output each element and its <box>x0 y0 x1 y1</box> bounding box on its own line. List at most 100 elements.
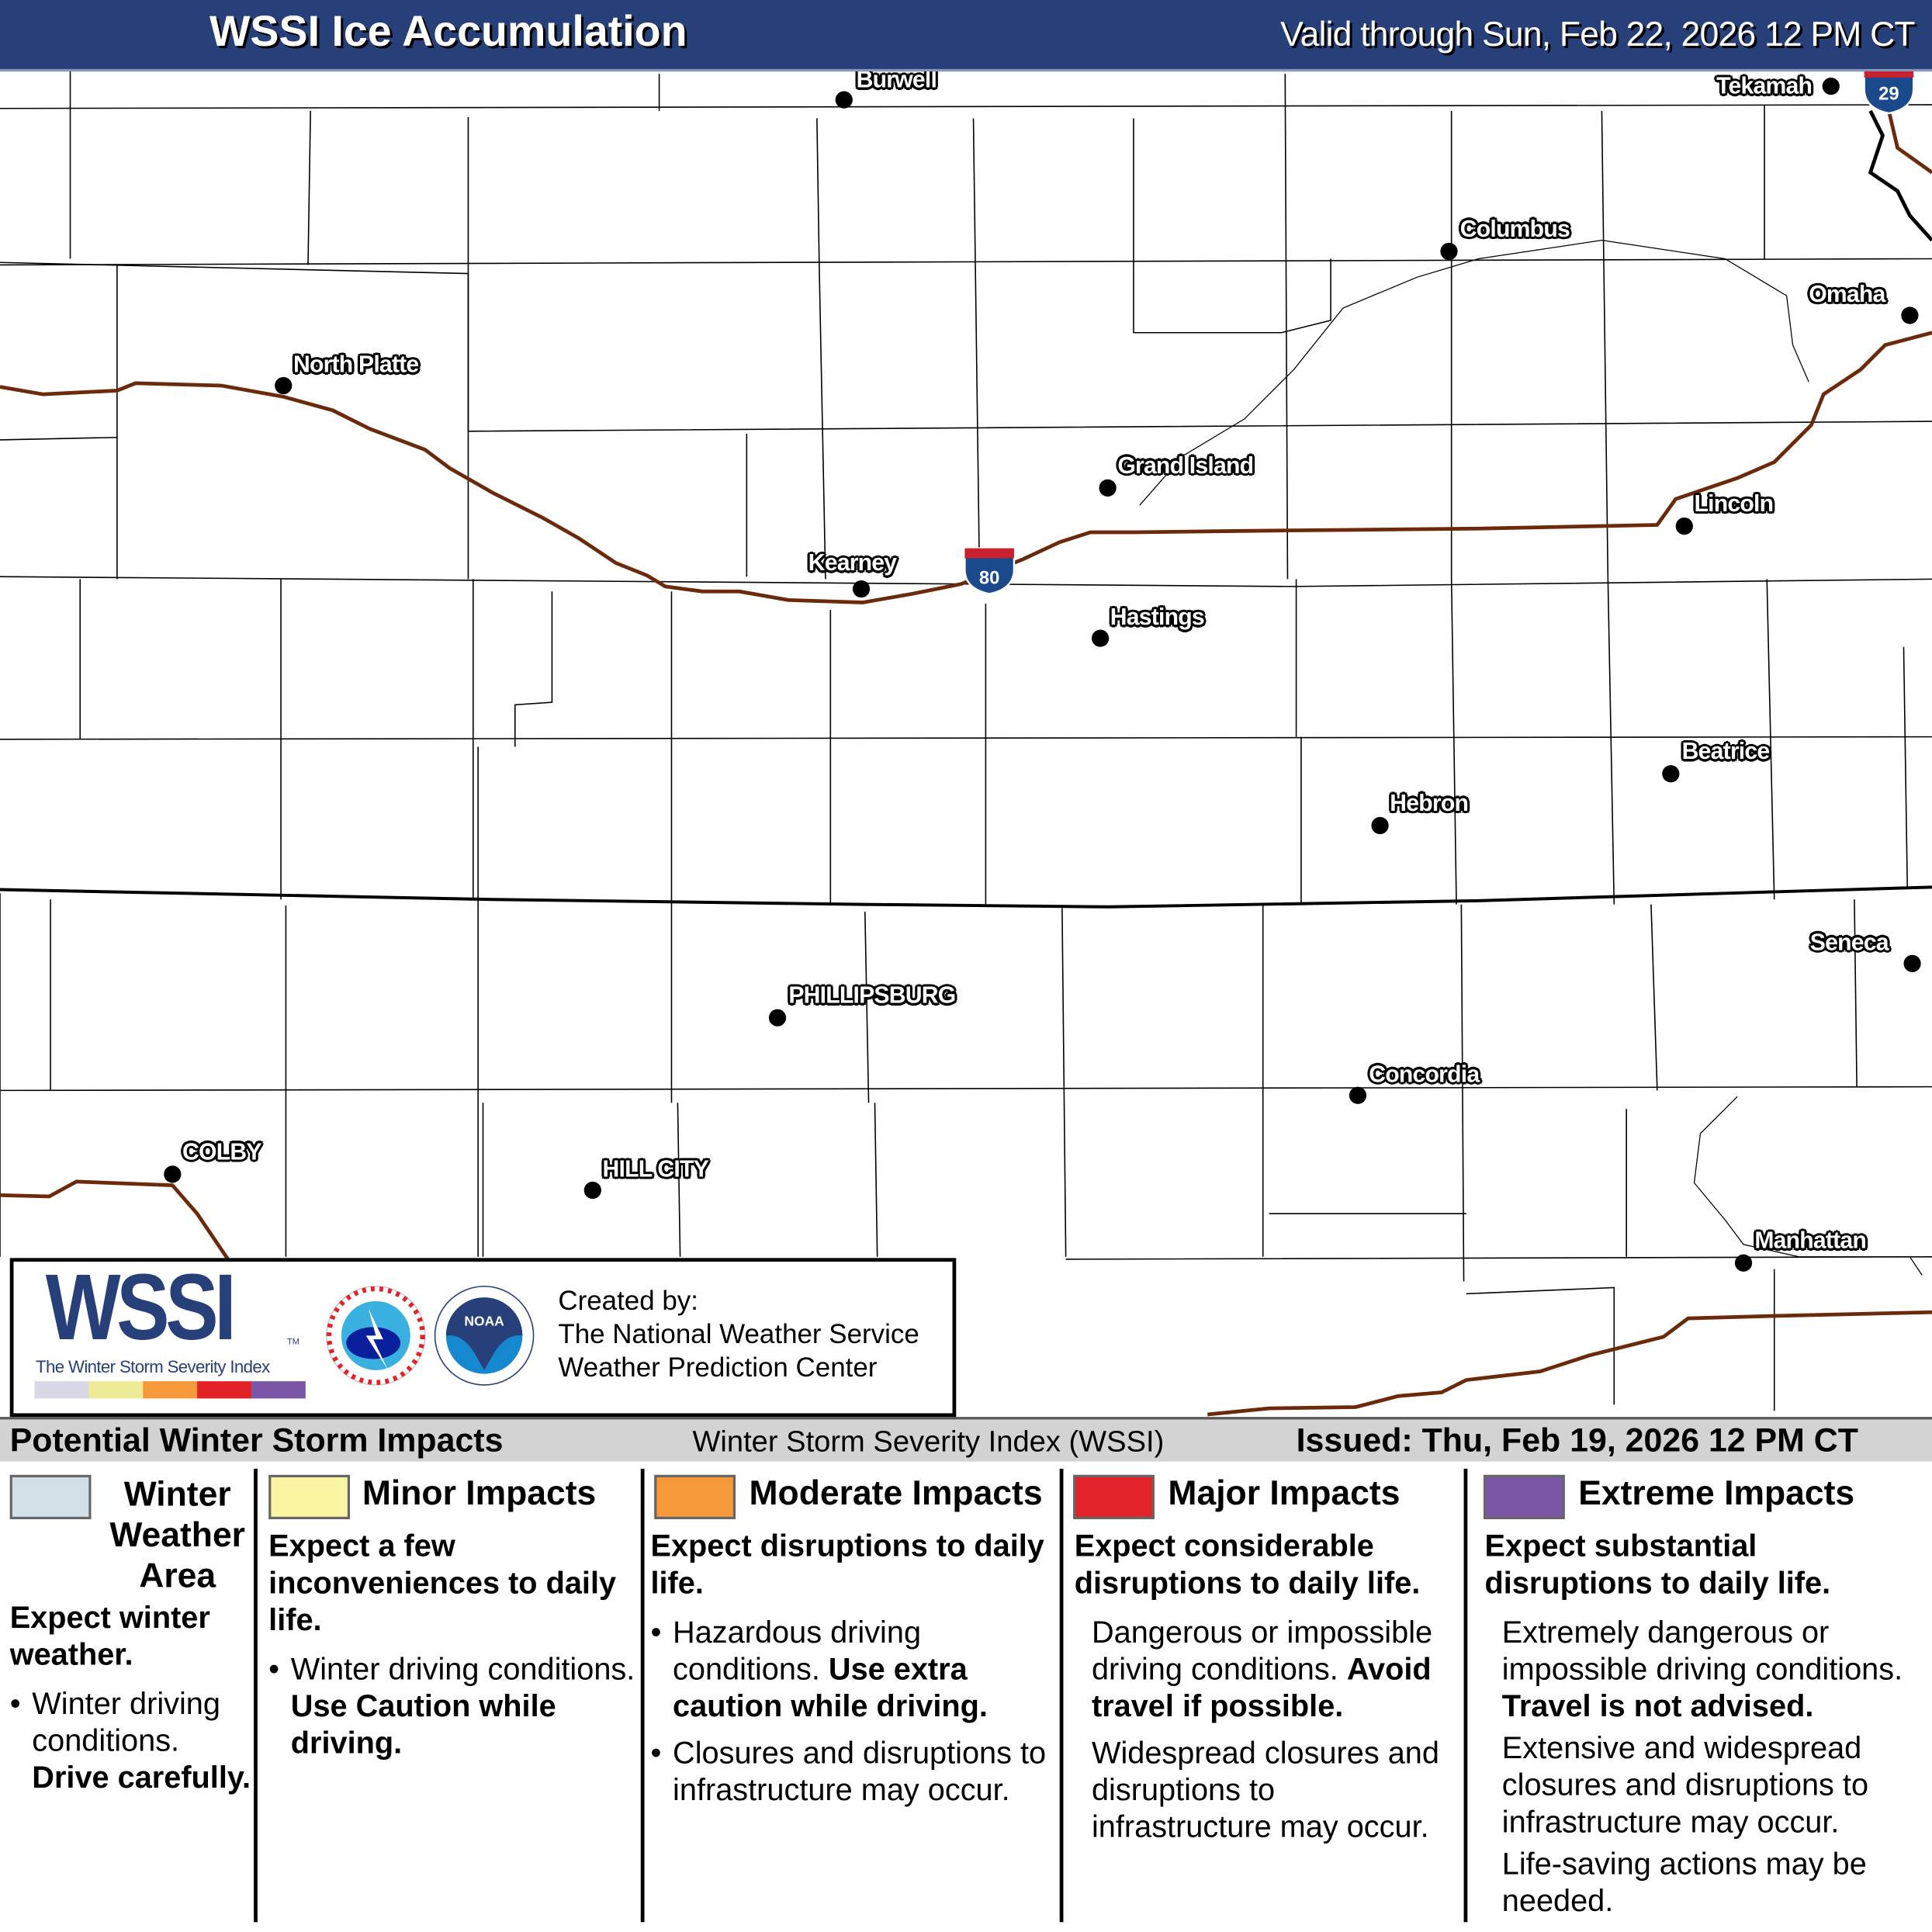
category-detail: Extensive and widespread closures and di… <box>1501 1731 1869 1840</box>
bullet-item: • Winter driving conditions. Use Caution … <box>268 1651 638 1762</box>
category-label: Extreme Impacts <box>1578 1473 1855 1512</box>
bullet: • <box>9 1686 21 1722</box>
swatch-minor-impacts <box>268 1474 350 1520</box>
city-marker <box>1903 954 1921 972</box>
page-title: WSSI Ice Accumulation <box>209 7 687 56</box>
county-boundaries <box>0 70 1932 1411</box>
category-body: Expect substantial disruptions to daily … <box>1485 1528 1927 1930</box>
city-marker <box>164 1165 182 1183</box>
city-label: HILL CITY <box>602 1157 709 1183</box>
river <box>1693 1096 1923 1276</box>
county-line <box>1284 74 1302 905</box>
category-detail-bold: Avoid travel if possible. <box>1091 1652 1432 1724</box>
bullet-item: • Hazardous driving conditions. Use extra… <box>650 1614 1054 1725</box>
city-label: Columbus <box>1459 216 1570 243</box>
swatch-major-impacts <box>1073 1474 1155 1520</box>
city-label: Hastings <box>1110 604 1205 632</box>
category-detail: Dangerous or impossible driving conditio… <box>1091 1615 1433 1687</box>
city-label: COLBY <box>182 1139 261 1166</box>
city-marker <box>1091 629 1110 647</box>
category-summary: Expect disruptions to daily life. <box>650 1529 1044 1601</box>
city-label: Lincoln <box>1694 491 1774 518</box>
category-summary: Expect substantial disruptions to daily … <box>1484 1529 1831 1601</box>
credits-line: Created by: <box>558 1285 698 1316</box>
city-marker <box>1099 479 1117 497</box>
interstate-29-shield: 29 <box>1863 67 1915 115</box>
category-detail: Winter driving conditions. <box>290 1652 635 1687</box>
county-line <box>1065 1213 1932 1405</box>
credits-box: WSSI TM The Winter Storm Severity Index … <box>9 1258 957 1418</box>
scale-swatch <box>143 1381 198 1399</box>
city-marker <box>275 376 293 395</box>
category-detail-bold: Drive carefully. <box>32 1761 251 1795</box>
city-label: Seneca <box>1809 930 1889 957</box>
category-body: Expect a few inconveniences to daily lif… <box>268 1528 638 1771</box>
city-label: Tekamah <box>1716 74 1813 100</box>
scale-swatch <box>197 1381 251 1399</box>
city-label: Kearney <box>808 550 897 577</box>
credits-line: Weather Prediction Center <box>558 1352 878 1383</box>
divider <box>640 1468 645 1923</box>
city-marker <box>1440 242 1458 261</box>
county-line <box>0 258 1932 266</box>
city-marker <box>1371 816 1389 835</box>
city-marker <box>1734 1254 1753 1272</box>
county-line <box>972 118 987 905</box>
trademark: TM <box>287 1338 300 1347</box>
issued-time: Issued: Thu, Feb 19, 2026 12 PM CT <box>1296 1421 1858 1459</box>
county-line <box>0 261 1932 432</box>
city-marker <box>852 580 871 598</box>
legend-index-name: Winter Storm Severity Index (WSSI) <box>692 1425 1165 1459</box>
category-detail: Life-saving actions may be needed. <box>1501 1847 1867 1919</box>
county-line <box>670 591 832 1103</box>
scale-swatch <box>251 1381 306 1399</box>
swatch-extreme-impacts <box>1483 1474 1565 1520</box>
county-line <box>1133 118 1331 334</box>
interstate-number: 80 <box>979 568 1000 589</box>
county-line <box>1601 110 1658 1091</box>
header-bar: WSSI Ice Accumulation Valid through Sun,… <box>0 0 1932 72</box>
county-line <box>1626 1109 1775 1411</box>
wssi-color-scale <box>34 1381 306 1399</box>
category-body: Expect disruptions to daily life. • Hazar… <box>650 1528 1054 1819</box>
city-marker <box>835 91 853 109</box>
swatch-winter-weather-area <box>9 1474 92 1520</box>
city-marker <box>1901 306 1919 324</box>
city-marker <box>768 1009 787 1027</box>
county-line <box>0 104 1932 109</box>
city-label: Concordia <box>1369 1061 1480 1089</box>
county-line <box>280 579 287 1257</box>
category-summary: Expect winter weather. <box>9 1600 210 1672</box>
county-line <box>1903 646 1909 888</box>
nws-logo <box>326 1286 426 1386</box>
county-line <box>0 1085 1932 1092</box>
interstate-route <box>1207 1310 1932 1417</box>
scale-swatch <box>34 1381 89 1399</box>
category-label: Moderate Impacts <box>749 1473 1043 1512</box>
impact-legend: Winter Weather Area Expect winter weathe… <box>0 1461 1932 1932</box>
credits-text: Created by: The National Weather Service… <box>558 1284 919 1384</box>
category-label: Winter Weather Area <box>109 1474 245 1594</box>
county-line <box>0 893 878 1257</box>
category-detail: Extremely dangerous or impossible drivin… <box>1501 1615 1903 1687</box>
county-line <box>658 74 826 580</box>
category-summary: Expect considerable disruptions to daily… <box>1074 1529 1421 1601</box>
city-marker <box>583 1181 601 1200</box>
interstate-number: 29 <box>1878 84 1899 105</box>
divider <box>1463 1468 1468 1923</box>
county-line <box>50 70 118 1091</box>
county-line <box>1764 104 1858 1087</box>
interstate-route <box>1887 110 1932 175</box>
category-detail-bold: Use extra caution while driving. <box>673 1652 988 1724</box>
city-label: Hebron <box>1390 791 1469 817</box>
wssi-subtitle: The Winter Storm Severity Index <box>36 1356 270 1376</box>
scale-swatch <box>88 1381 144 1399</box>
bullet: • <box>268 1652 280 1687</box>
divider <box>1059 1468 1064 1923</box>
legend-title: Potential Winter Storm Impacts <box>9 1421 504 1459</box>
category-label: Major Impacts <box>1168 1473 1401 1512</box>
category-body: Expect winter weather. • Winter driving c… <box>10 1599 251 1806</box>
category-detail: Winter driving conditions. <box>32 1686 220 1759</box>
interstate-route <box>0 1179 230 1261</box>
